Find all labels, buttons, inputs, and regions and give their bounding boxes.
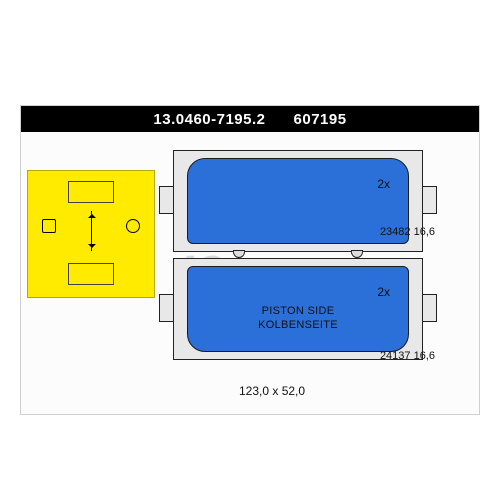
dimensions-label: 123,0 x 52,0 [239, 384, 305, 398]
brake-pad-lower: 2x PISTON SIDE KOLBENSEITE [173, 258, 423, 360]
piston-line2: KOLBENSEITE [258, 319, 338, 331]
piston-side-label: PISTON SIDE KOLBENSEITE [188, 305, 408, 333]
installation-diagram [27, 170, 155, 298]
pad-clip-icon [351, 250, 363, 258]
arrow-icon [91, 211, 92, 251]
part-number-long: 13.0460-7195.2 [153, 111, 265, 128]
pad-ear-icon [421, 294, 437, 322]
brake-pads-diagram: 2x 2x PISTON SIDE KOLBENSEITE 23482 16,6 [163, 144, 433, 404]
mini-pad-top-icon [68, 181, 114, 203]
pad-code-upper: 23482 16,6 [380, 226, 435, 238]
part-number-short: 607195 [294, 111, 347, 128]
card-content: 4Garage ГИПЕРМАРКЕТ ЗАПЧАСТЕЙ 2x [21, 132, 479, 416]
qty-label: 2x [377, 285, 390, 299]
pad-friction-surface: 2x [187, 158, 409, 244]
tool-right-icon [126, 219, 140, 233]
tool-left-icon [42, 219, 56, 233]
qty-label: 2x [377, 177, 390, 191]
card-header: 13.0460-7195.2 607195 [21, 106, 479, 132]
product-card: 13.0460-7195.2 607195 4Garage ГИПЕРМАРКЕ… [20, 105, 480, 415]
pad-code-lower: 24137 16,6 [380, 350, 435, 362]
piston-line1: PISTON SIDE [262, 305, 335, 317]
pad-ear-icon [421, 186, 437, 214]
pad-friction-surface: 2x PISTON SIDE KOLBENSEITE [187, 266, 409, 352]
mini-pad-bottom-icon [68, 263, 114, 285]
pad-clip-icon [233, 250, 245, 258]
